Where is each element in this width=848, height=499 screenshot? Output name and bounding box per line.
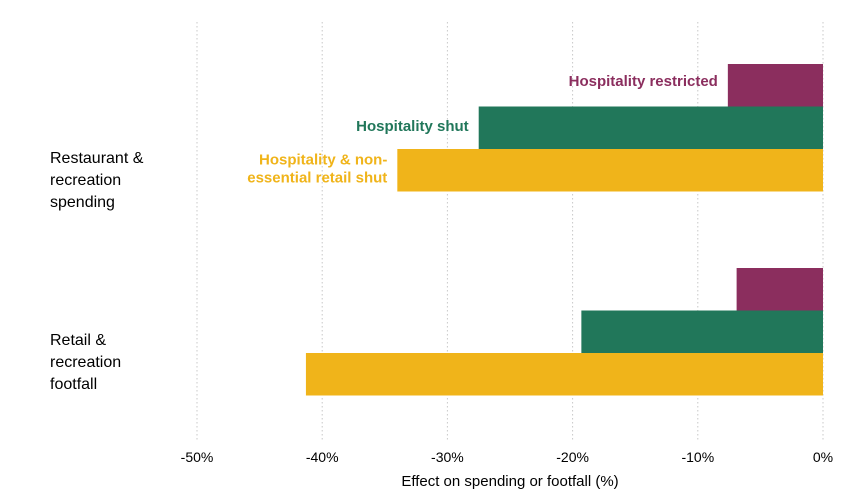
x-tick-label: -30% — [431, 449, 464, 465]
bars — [305, 64, 823, 396]
x-tick-label: -20% — [556, 449, 589, 465]
bar — [727, 64, 823, 107]
series-label: Hospitality shut — [356, 118, 469, 135]
bar — [581, 310, 823, 353]
series-label: Hospitality restricted — [569, 73, 718, 90]
x-tick-label: 0% — [813, 449, 833, 465]
category-label-line: footfall — [50, 376, 98, 393]
category-label-restaurant: Restaurant & recreation spending — [50, 148, 143, 214]
x-tick-labels: -50% -40% -30% -20% -10% 0% — [181, 449, 833, 465]
x-tick-label: -40% — [306, 449, 339, 465]
category-label-line: Restaurant & — [50, 150, 144, 167]
category-label-retail: Retail & recreation footfall — [50, 330, 121, 396]
bar — [397, 149, 823, 192]
x-tick-label: -10% — [681, 449, 714, 465]
bar — [305, 353, 823, 396]
series-labels: Hospitality restricted Hospitality shut Ho… — [247, 73, 718, 186]
series-label: essential retail shut — [247, 169, 387, 186]
category-label-line: recreation — [50, 172, 122, 189]
x-tick-label: -50% — [181, 449, 214, 465]
category-label-line: recreation — [50, 354, 122, 371]
series-label: Hospitality & non- — [259, 151, 387, 168]
x-axis-title: Effect on spending or footfall (%) — [401, 473, 618, 490]
category-label-line: Retail & — [50, 332, 107, 349]
category-label-line: spending — [50, 194, 115, 211]
bar — [478, 106, 823, 149]
bar — [736, 268, 823, 311]
